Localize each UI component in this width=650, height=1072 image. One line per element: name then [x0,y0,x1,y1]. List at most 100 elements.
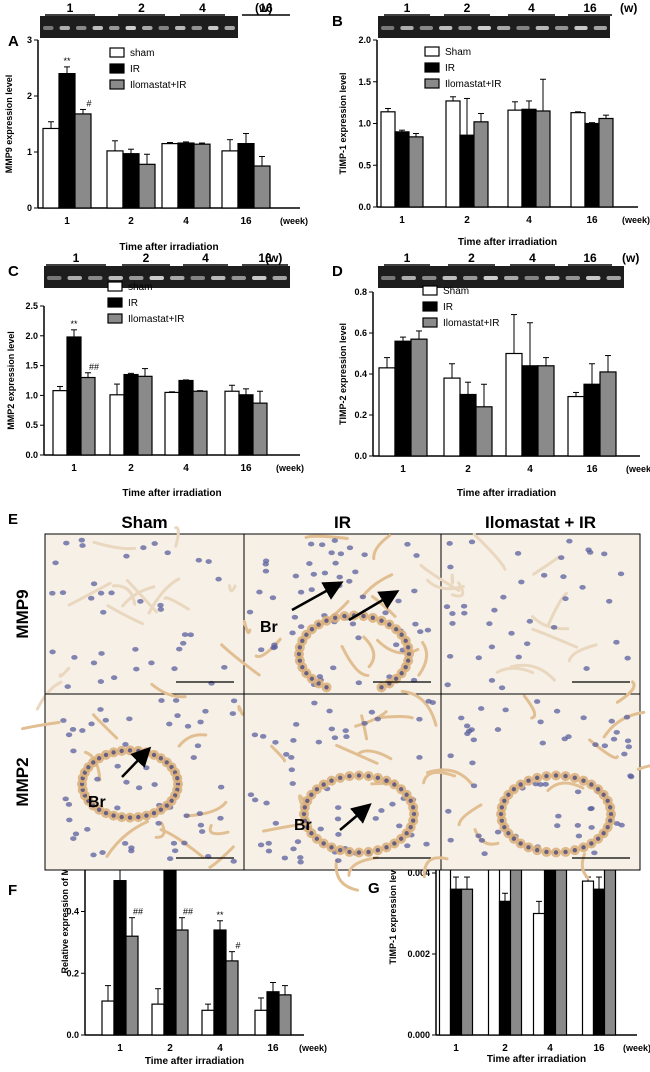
nucleus [417,629,424,635]
nucleus [502,798,507,804]
bar [554,860,568,1036]
bar [221,150,239,209]
nucleus [184,723,192,729]
nucleus [272,739,279,745]
nucleus [416,716,423,722]
nucleus [257,842,265,848]
nucleus [334,805,342,810]
alveolar-septum [425,768,473,786]
nucleus [155,820,162,826]
alveolar-septum [67,581,112,607]
panel-letter: A [8,33,19,50]
nucleus [305,798,310,804]
nucleus [297,855,304,860]
nucleus [337,847,343,853]
nucleus [164,760,169,765]
alveolar-septum [347,856,379,877]
alveolar-septum [208,824,230,836]
gel-band [535,26,549,30]
nucleus [297,589,305,595]
x-unit-label: (week) [622,215,650,225]
nucleus [592,742,599,748]
nucleus [610,736,618,742]
alveolar-septum [154,821,166,839]
nucleus [393,627,399,632]
nucleus [558,555,565,561]
y-tick-label: 1.5 [358,77,371,87]
bar [507,109,523,208]
nucleus [316,622,321,627]
arrow [291,581,344,612]
nucleus [405,658,411,663]
nucleus [195,557,203,563]
nucleus [404,831,409,836]
gel-unit-label: (w) [622,251,639,265]
nucleus [470,783,478,789]
nucleus [119,814,124,820]
y-axis-label: TIMP-2 expression level [338,323,348,425]
nucleus [352,569,359,575]
nucleus [136,814,141,820]
alveolar-septum [473,828,500,846]
gel-band [109,26,120,30]
bar [380,111,396,208]
y-axis-label: Relative expression of MMP9 [60,849,70,973]
alveolar-septum [183,800,228,818]
nucleus [336,574,343,580]
alveolar-septum [340,644,370,677]
nucleus [392,642,400,648]
nucleus [304,632,309,637]
alveolar-septum [375,638,420,655]
legend-label: sham [128,282,152,293]
gel-band [88,276,103,280]
nucleus [78,537,85,543]
x-tick-label: 16 [586,464,598,475]
nucleus [290,846,297,852]
bar [137,375,153,456]
x-tick-label: 2 [465,464,471,475]
bar [151,1003,165,1036]
nucleus [518,841,523,846]
y-tick-label: 0.0 [66,1030,79,1040]
nucleus [508,630,515,636]
nucleus [335,832,342,837]
nucleus [589,782,594,787]
nucleus [589,841,594,846]
bar [58,72,76,209]
panel-letter: E [8,511,18,528]
nucleus [355,635,362,641]
nucleus [554,823,561,829]
gel-band [497,26,511,30]
nucleus [460,603,468,609]
nucleus [515,654,522,660]
y-tick-label: 0 [27,203,32,213]
nucleus [384,845,389,850]
bar [101,1000,115,1036]
nucleus [324,618,329,623]
alveolar-septum [580,852,590,880]
gel-band [545,276,560,280]
nucleus [392,841,397,846]
nucleus [202,708,209,714]
nucleus [136,748,141,754]
nucleus [331,735,339,741]
tissue-background [440,533,641,695]
nucleus [91,803,96,808]
nucleus [96,756,102,761]
nucleus [49,590,56,596]
nucleus [469,760,476,766]
nucleus [66,817,73,823]
nucleus [408,798,413,804]
x-axis-label: Time after irradiation [119,242,218,253]
nucleus [52,560,59,566]
nucleus [123,779,130,785]
nucleus [62,796,69,802]
gel-band [43,26,54,30]
legend-swatch [107,313,123,324]
nucleus [355,680,363,686]
gel-band [477,26,491,30]
nucleus [288,767,296,773]
nucleus [181,840,188,846]
nucleus [406,651,412,657]
x-tick-label: 1 [453,1043,459,1054]
